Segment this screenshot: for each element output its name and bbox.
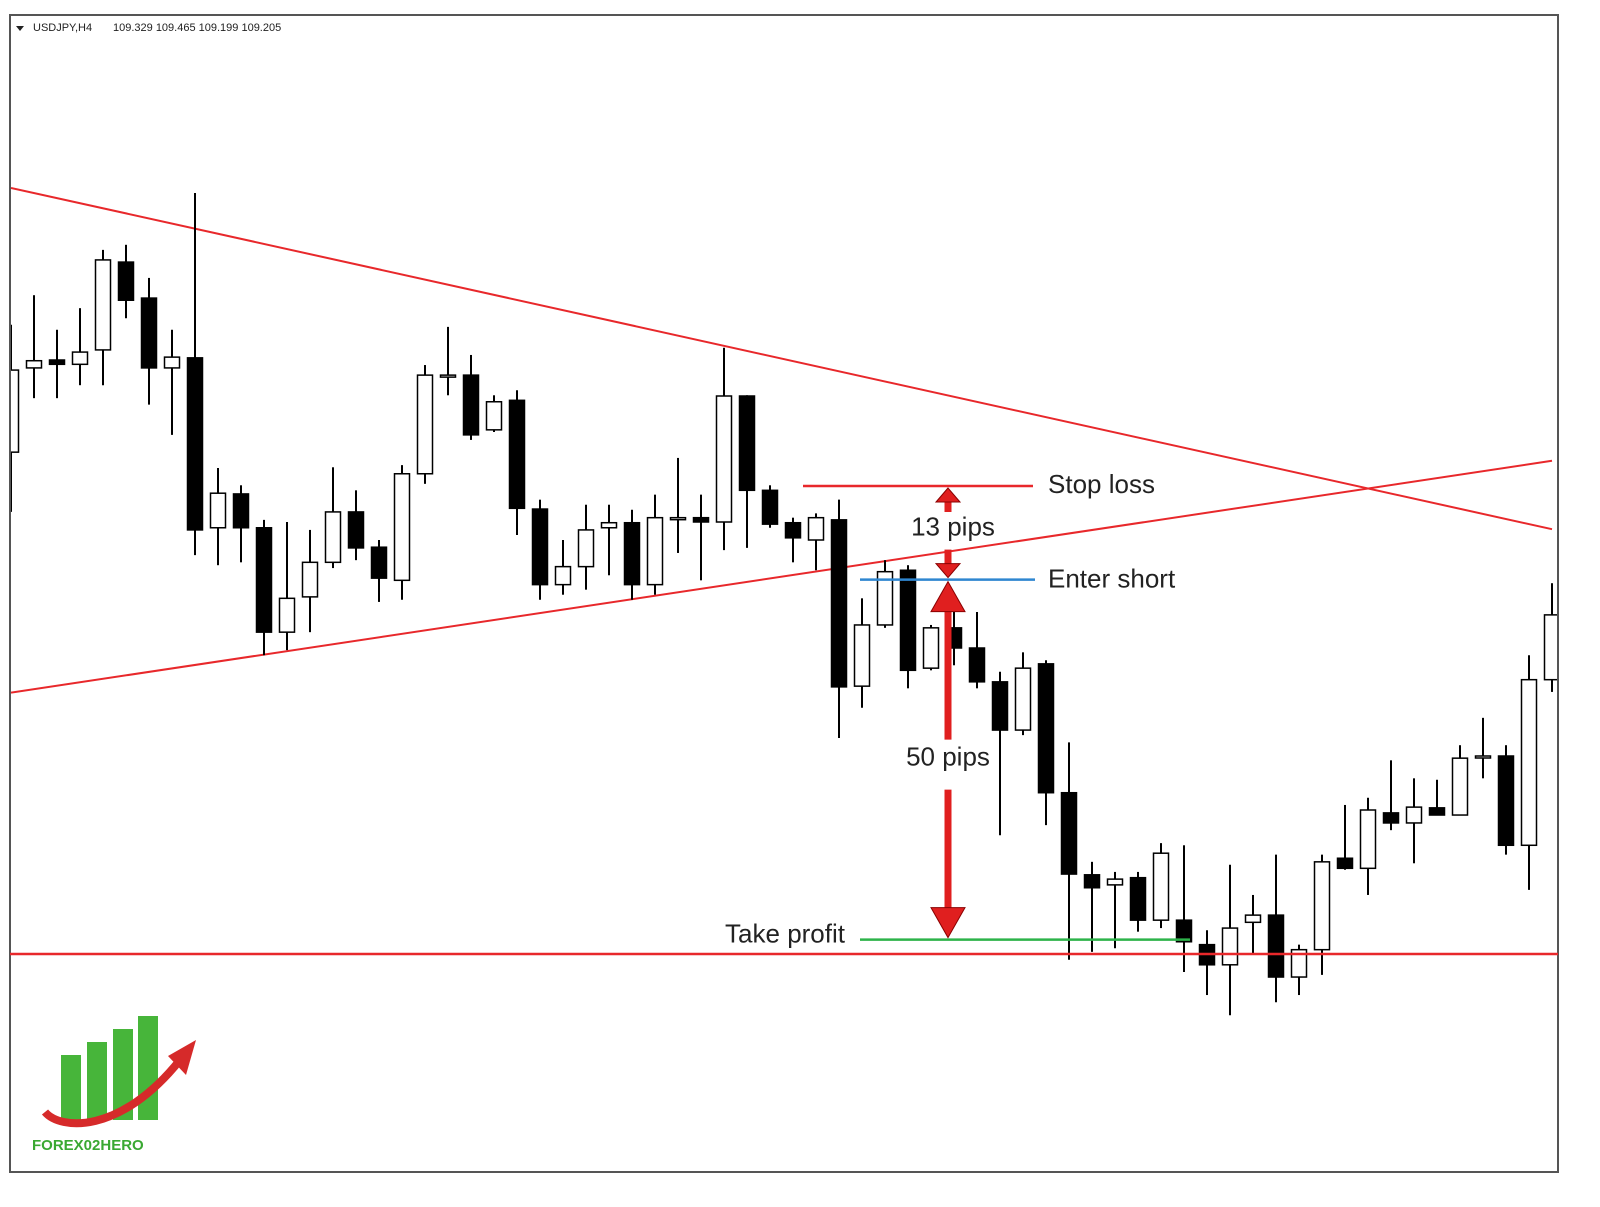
logo-arrowhead <box>168 1040 196 1075</box>
candle-body <box>623 521 641 586</box>
pips-annotation: 50 pips <box>906 741 990 771</box>
candle-body <box>186 357 204 531</box>
chart-frame <box>9 14 1559 1173</box>
candle-body <box>462 374 480 436</box>
candle-body <box>991 681 1009 731</box>
logo-swoosh <box>41 1057 184 1128</box>
candle-body <box>600 521 618 529</box>
logo-bar <box>113 1029 133 1120</box>
candle-body <box>692 516 710 523</box>
candle-body <box>922 627 940 669</box>
candle-body <box>761 489 779 525</box>
candle-body <box>1267 914 1285 978</box>
candle-body <box>393 473 411 582</box>
candle-body <box>1060 791 1078 875</box>
candle-body <box>1014 667 1032 731</box>
arrow-head <box>934 563 962 579</box>
candle-body <box>853 624 871 687</box>
candle-body <box>370 546 388 579</box>
candle-body <box>1152 852 1170 921</box>
candle-body <box>1221 927 1239 966</box>
candle-body <box>577 529 595 568</box>
candle-body <box>439 374 457 378</box>
logo-bar <box>87 1042 107 1120</box>
arrow-head <box>934 487 962 503</box>
candle-body <box>1083 874 1101 889</box>
menu-arrow <box>16 26 24 31</box>
candle-body <box>1336 857 1354 870</box>
candle-body <box>232 493 250 529</box>
candle-body <box>1405 806 1423 824</box>
logo-bar <box>138 1016 158 1120</box>
candle-body <box>554 565 572 586</box>
candle-body <box>876 570 894 626</box>
candle-body <box>71 351 89 366</box>
candle-body <box>1313 861 1331 951</box>
candle-body <box>968 647 986 683</box>
candle-body <box>508 399 526 510</box>
candle-body <box>278 597 296 633</box>
candle-body <box>807 516 825 541</box>
candle-body <box>1175 919 1193 943</box>
candle-body <box>163 356 181 369</box>
candle-body <box>1359 809 1377 870</box>
candle-body <box>1290 948 1308 978</box>
trend-line <box>11 186 1553 531</box>
candle-body <box>416 374 434 475</box>
logo-bar <box>61 1055 81 1120</box>
candle-body <box>1428 807 1446 816</box>
candle-body <box>715 395 733 523</box>
candle-body <box>1451 757 1469 816</box>
chart-symbol: USDJPY,H4 <box>33 22 92 34</box>
level-label: Enter short <box>1048 563 1176 593</box>
candle-body <box>255 527 273 633</box>
candle-body <box>94 259 112 351</box>
arrow-head <box>930 907 966 939</box>
trend-line <box>11 459 1553 694</box>
candle-body <box>301 561 319 598</box>
candle-body <box>830 519 848 688</box>
candle-body <box>1129 876 1147 921</box>
candle-body <box>485 401 503 431</box>
logo: FOREX02HERO <box>32 1016 196 1154</box>
candle-body <box>669 516 687 521</box>
candle-body <box>1474 755 1492 759</box>
chart-ohlc: 109.329 109.465 109.199 109.205 <box>113 22 281 34</box>
pips-annotation: 13 pips <box>911 512 995 542</box>
candle-body <box>738 395 756 492</box>
candle-body <box>1543 614 1557 681</box>
candle-body <box>646 516 664 586</box>
level-label: Take profit <box>725 918 846 948</box>
candle-body <box>117 261 135 301</box>
candle-body <box>899 569 917 672</box>
candle-body <box>209 492 227 529</box>
annotations: Stop loss Enter short Take profit 13 pips 50… <box>10 469 1558 956</box>
candle-body <box>140 297 158 369</box>
candle-body <box>1382 812 1400 824</box>
candle-body <box>25 359 43 369</box>
candle-body <box>48 359 66 366</box>
candle-body <box>1520 678 1538 847</box>
candle-body <box>1106 878 1124 886</box>
candle-body <box>324 511 342 564</box>
logo-text: FOREX02HERO <box>32 1137 144 1154</box>
arrow-head <box>930 580 966 613</box>
level-label: Stop loss <box>1048 469 1155 499</box>
candle-body <box>1037 663 1055 794</box>
candle-body <box>11 369 20 453</box>
candle-body <box>531 508 549 586</box>
candle-body <box>784 521 802 539</box>
plot-area <box>11 186 1557 1016</box>
candle-body <box>1244 914 1262 924</box>
candle-body <box>1497 755 1515 847</box>
candle-body <box>347 511 365 549</box>
